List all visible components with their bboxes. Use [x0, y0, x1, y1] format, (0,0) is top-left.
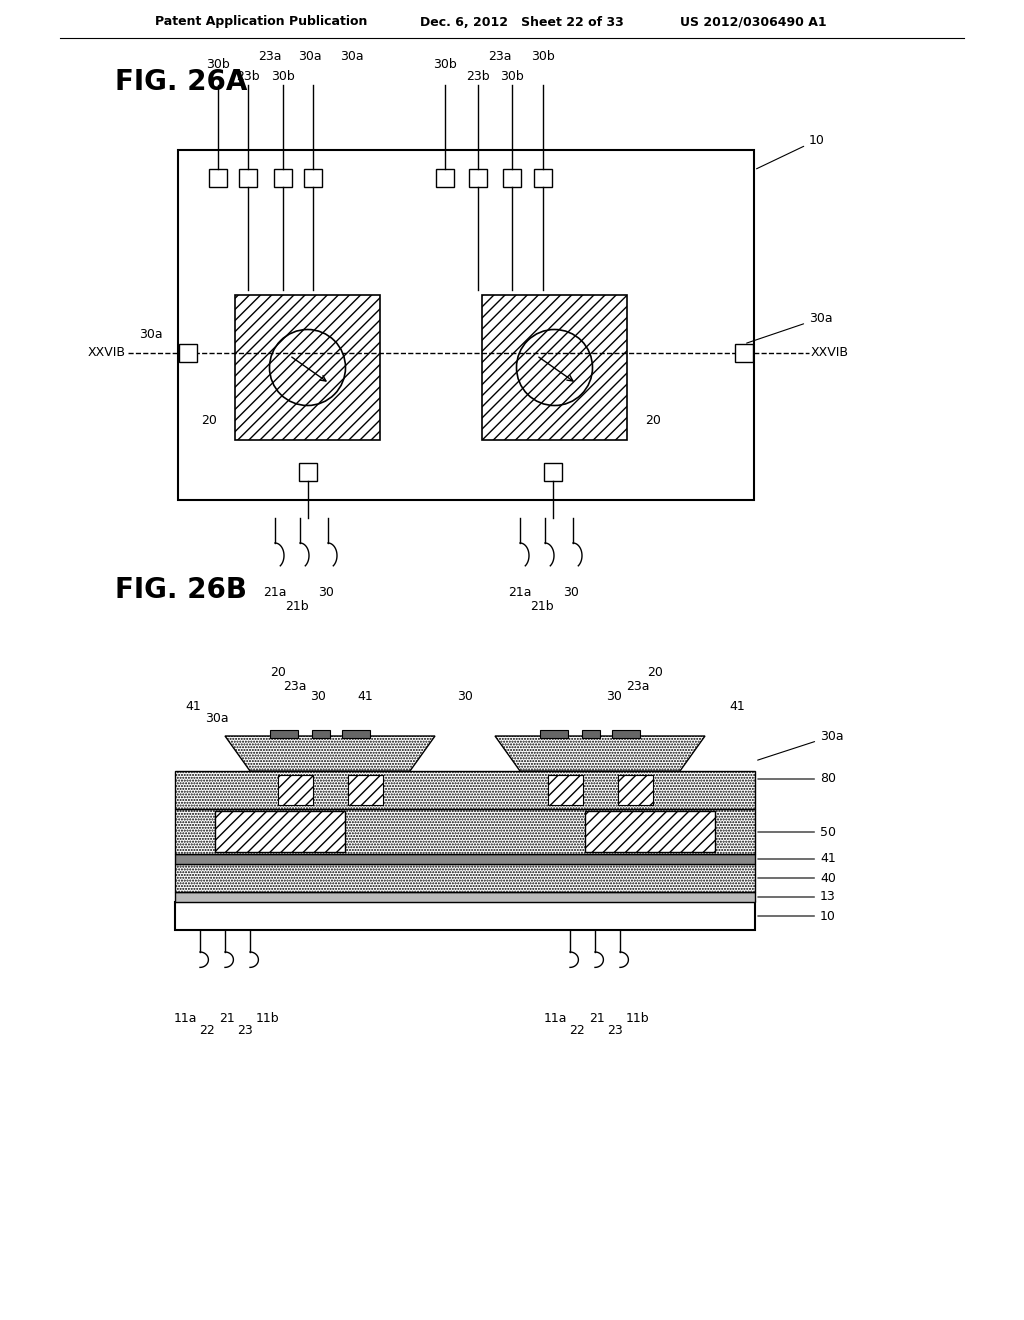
Text: 23: 23: [607, 1023, 623, 1036]
Text: 11b: 11b: [626, 1011, 649, 1024]
Bar: [209, 169, 227, 187]
Text: 41: 41: [758, 853, 836, 866]
Bar: [175, 892, 755, 902]
Text: 23b: 23b: [237, 70, 260, 83]
Bar: [482, 294, 627, 440]
Text: 23b: 23b: [466, 70, 489, 83]
Text: 22: 22: [569, 1023, 585, 1036]
Text: 20: 20: [645, 413, 660, 426]
Text: 23a: 23a: [488, 50, 512, 63]
Text: 21: 21: [589, 1011, 605, 1024]
Text: 30a: 30a: [298, 50, 322, 63]
Text: 30a: 30a: [758, 730, 844, 760]
Bar: [215, 810, 345, 851]
Text: 20: 20: [201, 413, 217, 426]
Text: 80: 80: [758, 772, 836, 785]
Text: 11b: 11b: [255, 1011, 279, 1024]
Text: 21b: 21b: [530, 601, 554, 614]
Text: XXVIB: XXVIB: [811, 346, 849, 359]
Text: 21a: 21a: [263, 586, 287, 599]
Text: 30: 30: [563, 586, 579, 599]
Bar: [274, 169, 292, 187]
Bar: [503, 169, 521, 187]
Bar: [234, 294, 380, 440]
Text: 10: 10: [757, 133, 825, 169]
Text: 30b: 30b: [206, 58, 229, 71]
Bar: [544, 463, 562, 480]
Text: 30a: 30a: [340, 50, 364, 63]
Bar: [342, 730, 370, 738]
Text: 20: 20: [647, 665, 663, 678]
Text: 20: 20: [270, 665, 286, 678]
Text: 30a: 30a: [139, 329, 163, 342]
Text: 21b: 21b: [286, 601, 309, 614]
Text: 30: 30: [457, 689, 473, 702]
Bar: [175, 865, 755, 892]
Text: 23a: 23a: [627, 680, 650, 693]
Text: US 2012/0306490 A1: US 2012/0306490 A1: [680, 16, 826, 29]
Bar: [299, 463, 317, 480]
Bar: [534, 169, 552, 187]
Text: 50: 50: [758, 825, 836, 838]
Text: Dec. 6, 2012   Sheet 22 of 33: Dec. 6, 2012 Sheet 22 of 33: [420, 16, 624, 29]
Text: 10: 10: [758, 909, 836, 923]
Text: 30b: 30b: [271, 70, 295, 83]
Bar: [612, 730, 640, 738]
Text: 21: 21: [219, 1011, 234, 1024]
Bar: [348, 775, 383, 805]
Text: 41: 41: [357, 689, 373, 702]
Bar: [175, 809, 755, 854]
Text: Patent Application Publication: Patent Application Publication: [155, 16, 368, 29]
Text: 41: 41: [185, 700, 201, 713]
Bar: [278, 775, 313, 805]
Text: 30b: 30b: [433, 58, 457, 71]
Bar: [618, 775, 653, 805]
Bar: [270, 730, 298, 738]
Text: 30a: 30a: [205, 711, 228, 725]
Bar: [178, 150, 754, 500]
Text: 23a: 23a: [284, 680, 307, 693]
Text: 21a: 21a: [508, 586, 531, 599]
Text: 30: 30: [318, 586, 334, 599]
Text: XXVIB: XXVIB: [88, 346, 126, 359]
Bar: [179, 345, 197, 362]
Bar: [304, 169, 322, 187]
Text: FIG. 26A: FIG. 26A: [115, 69, 248, 96]
Bar: [582, 730, 600, 738]
Text: 11a: 11a: [173, 1011, 197, 1024]
Text: 22: 22: [199, 1023, 215, 1036]
Text: 30b: 30b: [500, 70, 524, 83]
Bar: [175, 854, 755, 865]
Bar: [548, 775, 583, 805]
Text: 11a: 11a: [544, 1011, 566, 1024]
Text: 23: 23: [238, 1023, 253, 1036]
Bar: [312, 730, 330, 738]
Bar: [469, 169, 487, 187]
Polygon shape: [495, 737, 705, 771]
Bar: [585, 810, 715, 851]
Bar: [735, 345, 753, 362]
Text: 23a: 23a: [258, 50, 282, 63]
Bar: [239, 169, 257, 187]
Bar: [540, 730, 568, 738]
Text: FIG. 26B: FIG. 26B: [115, 576, 247, 605]
Text: 13: 13: [758, 891, 836, 903]
Polygon shape: [225, 737, 435, 771]
Text: 30: 30: [606, 689, 622, 702]
Bar: [175, 771, 755, 809]
Text: 30a: 30a: [746, 312, 833, 343]
Text: 30: 30: [310, 689, 326, 702]
Text: 30b: 30b: [531, 50, 555, 63]
Text: 41: 41: [729, 700, 744, 713]
Bar: [175, 902, 755, 931]
Text: 40: 40: [758, 871, 836, 884]
Bar: [436, 169, 454, 187]
